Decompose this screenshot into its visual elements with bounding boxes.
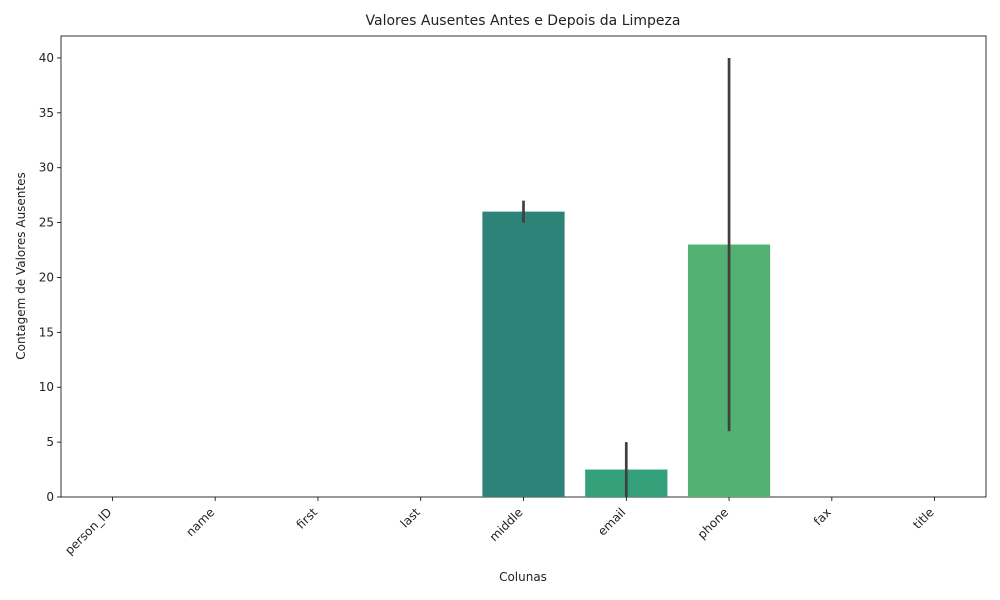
y-axis: 0 5 10 15 20 25 30 35 40 xyxy=(39,51,61,504)
y-axis-label: Contagem de Valores Ausentes xyxy=(14,172,28,360)
x-tick-label: last xyxy=(398,505,423,530)
x-tick-label: person_ID xyxy=(62,505,114,557)
chart-title: Valores Ausentes Antes e Depois da Limpe… xyxy=(366,13,681,29)
y-tick-label: 5 xyxy=(46,435,54,449)
bar-middle xyxy=(482,211,565,497)
y-tick-label: 35 xyxy=(39,106,54,120)
x-tick-label: middle xyxy=(487,505,526,544)
y-tick-label: 30 xyxy=(39,161,54,175)
bars-group xyxy=(482,211,771,497)
x-tick-label: email xyxy=(595,505,628,538)
x-axis-label: Colunas xyxy=(499,570,547,584)
y-tick-label: 20 xyxy=(39,270,54,284)
x-tick-label: phone xyxy=(695,505,731,541)
error-bars-group xyxy=(522,57,731,497)
x-tick-label: first xyxy=(294,505,321,532)
x-tick-label: title xyxy=(910,505,936,531)
x-tick-label: fax xyxy=(811,505,834,528)
y-tick-label: 15 xyxy=(39,325,54,339)
y-tick-label: 0 xyxy=(46,490,54,504)
y-tick-label: 40 xyxy=(39,51,54,65)
x-axis: person_ID name first last middle email phone fa… xyxy=(62,497,937,557)
y-tick-label: 25 xyxy=(39,216,54,230)
x-tick-label: name xyxy=(183,505,217,539)
y-tick-label: 10 xyxy=(39,380,54,394)
